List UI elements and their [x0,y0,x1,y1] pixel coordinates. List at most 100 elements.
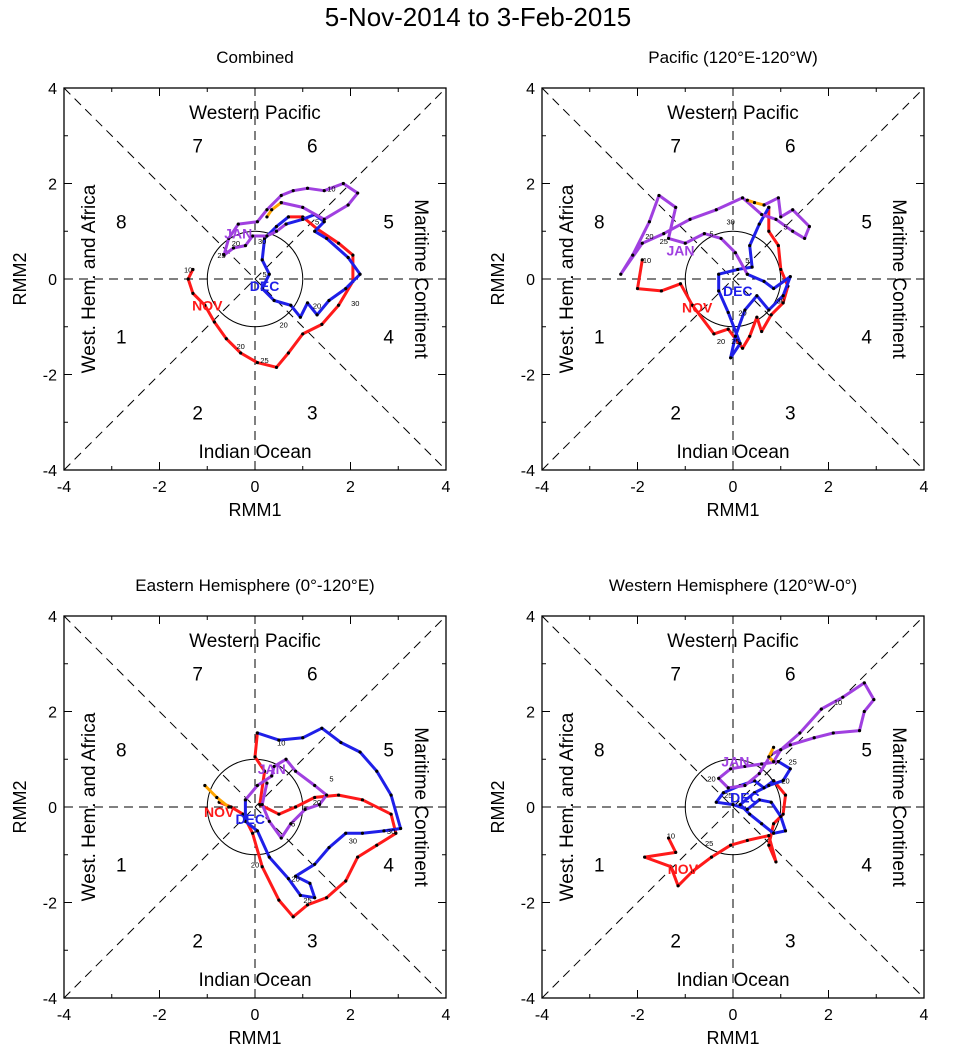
daily-point-jan [236,222,240,226]
daily-point-jan [857,729,862,733]
daily-point-jan [317,803,322,807]
daily-point-dec [313,229,317,233]
region-label-indian-ocean: Indian Ocean [676,442,789,463]
daily-point-dec [783,829,788,833]
y-tick-label: -2 [43,896,57,913]
y-axis-label: RMM2 [488,781,508,834]
daily-point-jan [862,709,866,714]
unit-circle [206,230,304,328]
daily-point-dec [757,798,761,802]
daily-point-dec [322,220,326,224]
daily-point-dec [320,726,324,730]
x-tick-label: 2 [346,1007,355,1024]
daily-point-nov [191,267,195,272]
phase-number-6: 6 [307,136,318,157]
day-label: 30 [258,237,266,246]
daily-point-nov [356,855,360,859]
daily-point-nov [767,229,771,233]
unit-circle [684,758,782,856]
daily-point-jan [356,191,360,195]
phase-number-3: 3 [785,932,796,953]
daily-point-jan [243,243,248,248]
x-axis-label: RMM1 [707,1028,760,1048]
daily-point-jan [222,253,226,257]
y-axis-label: RMM2 [10,781,30,834]
phase-number-3: 3 [307,404,318,425]
daily-point-nov [669,865,673,869]
daily-point-nov [336,303,341,307]
day-label: 30 [777,296,785,305]
daily-point-dec [327,298,331,303]
x-tick-label: 0 [729,479,738,496]
x-tick-label: 4 [442,1007,451,1024]
daily-point-jan [289,822,293,826]
day-label: 30 [726,218,734,227]
x-tick-label: -2 [152,1007,166,1024]
daily-point-nov [745,838,749,843]
daily-point-dec [771,286,776,291]
chart-panel-pacific: Pacific (120°E-120°W) -4-4 -2 -2 0 0 2 2 4 4 RMM1 R… [488,48,929,520]
daily-point-dec [748,243,752,248]
daily-point-jan [760,212,764,217]
daily-point-nov [277,812,281,816]
daily-point-dec [243,819,248,823]
daily-point-dec [779,814,783,819]
daily-point-nov [262,769,267,773]
daily-point-nov [313,795,317,800]
daily-point-feb [771,760,776,764]
daily-point-nov [260,865,264,869]
day-label: 20 [645,232,653,241]
phase-number-5: 5 [861,741,872,762]
daily-point-dec [389,793,393,797]
daily-point-jan [872,697,876,702]
y-axis-label: RMM2 [488,253,508,306]
day-label: 5 [709,230,713,239]
daily-point-dec [358,272,362,276]
daily-point-dec [726,310,730,315]
daily-point-jan [776,196,780,200]
daily-point-nov [191,291,195,295]
daily-point-dec [315,313,319,317]
daily-point-nov [712,332,716,336]
daily-point-dec [760,822,764,826]
daily-point-dec [738,341,742,346]
day-label: 25 [660,237,668,246]
month-label-nov: NOV [192,297,223,313]
day-label: 5 [329,774,333,783]
daily-point-dec [298,893,302,897]
day-label: 20 [279,320,287,329]
daily-point-nov [755,315,759,319]
daily-point-nov [767,834,771,838]
daily-point-nov [769,313,773,317]
panel-title: Eastern Hemisphere (0°-120°E) [135,576,374,595]
month-label-dec: DEC [235,811,265,827]
trajectory-nov [643,779,787,888]
daily-point-dec [286,877,291,881]
daily-point-jan [251,234,255,238]
daily-point-dec [788,767,792,771]
trajectory-dec [243,726,403,900]
daily-point-jan [740,196,745,200]
day-label: 5 [783,222,787,231]
daily-point-jan [717,776,721,780]
x-tick-label: 2 [824,1007,833,1024]
daily-point-nov [255,360,259,365]
region-label-west-hem-africa: West. Hem. and Africa [557,184,578,373]
daily-point-feb [227,805,231,809]
y-tick-label: 4 [526,609,535,626]
daily-point-nov [394,831,398,835]
daily-point-jan [284,222,288,226]
region-label-western-pacific: Western Pacific [667,631,799,652]
x-tick-label: -4 [57,479,71,496]
daily-point-jan [619,272,623,276]
daily-point-jan [791,229,795,233]
y-tick-label: 4 [48,609,57,626]
day-label: 30 [351,299,359,308]
x-axis-label: RMM1 [707,500,760,520]
phase-number-8: 8 [116,213,127,234]
phase-number-2: 2 [670,932,681,953]
daily-point-nov [301,332,305,336]
daily-point-dec [325,236,329,241]
x-tick-label: 4 [920,479,929,496]
phase-number-6: 6 [785,664,796,685]
